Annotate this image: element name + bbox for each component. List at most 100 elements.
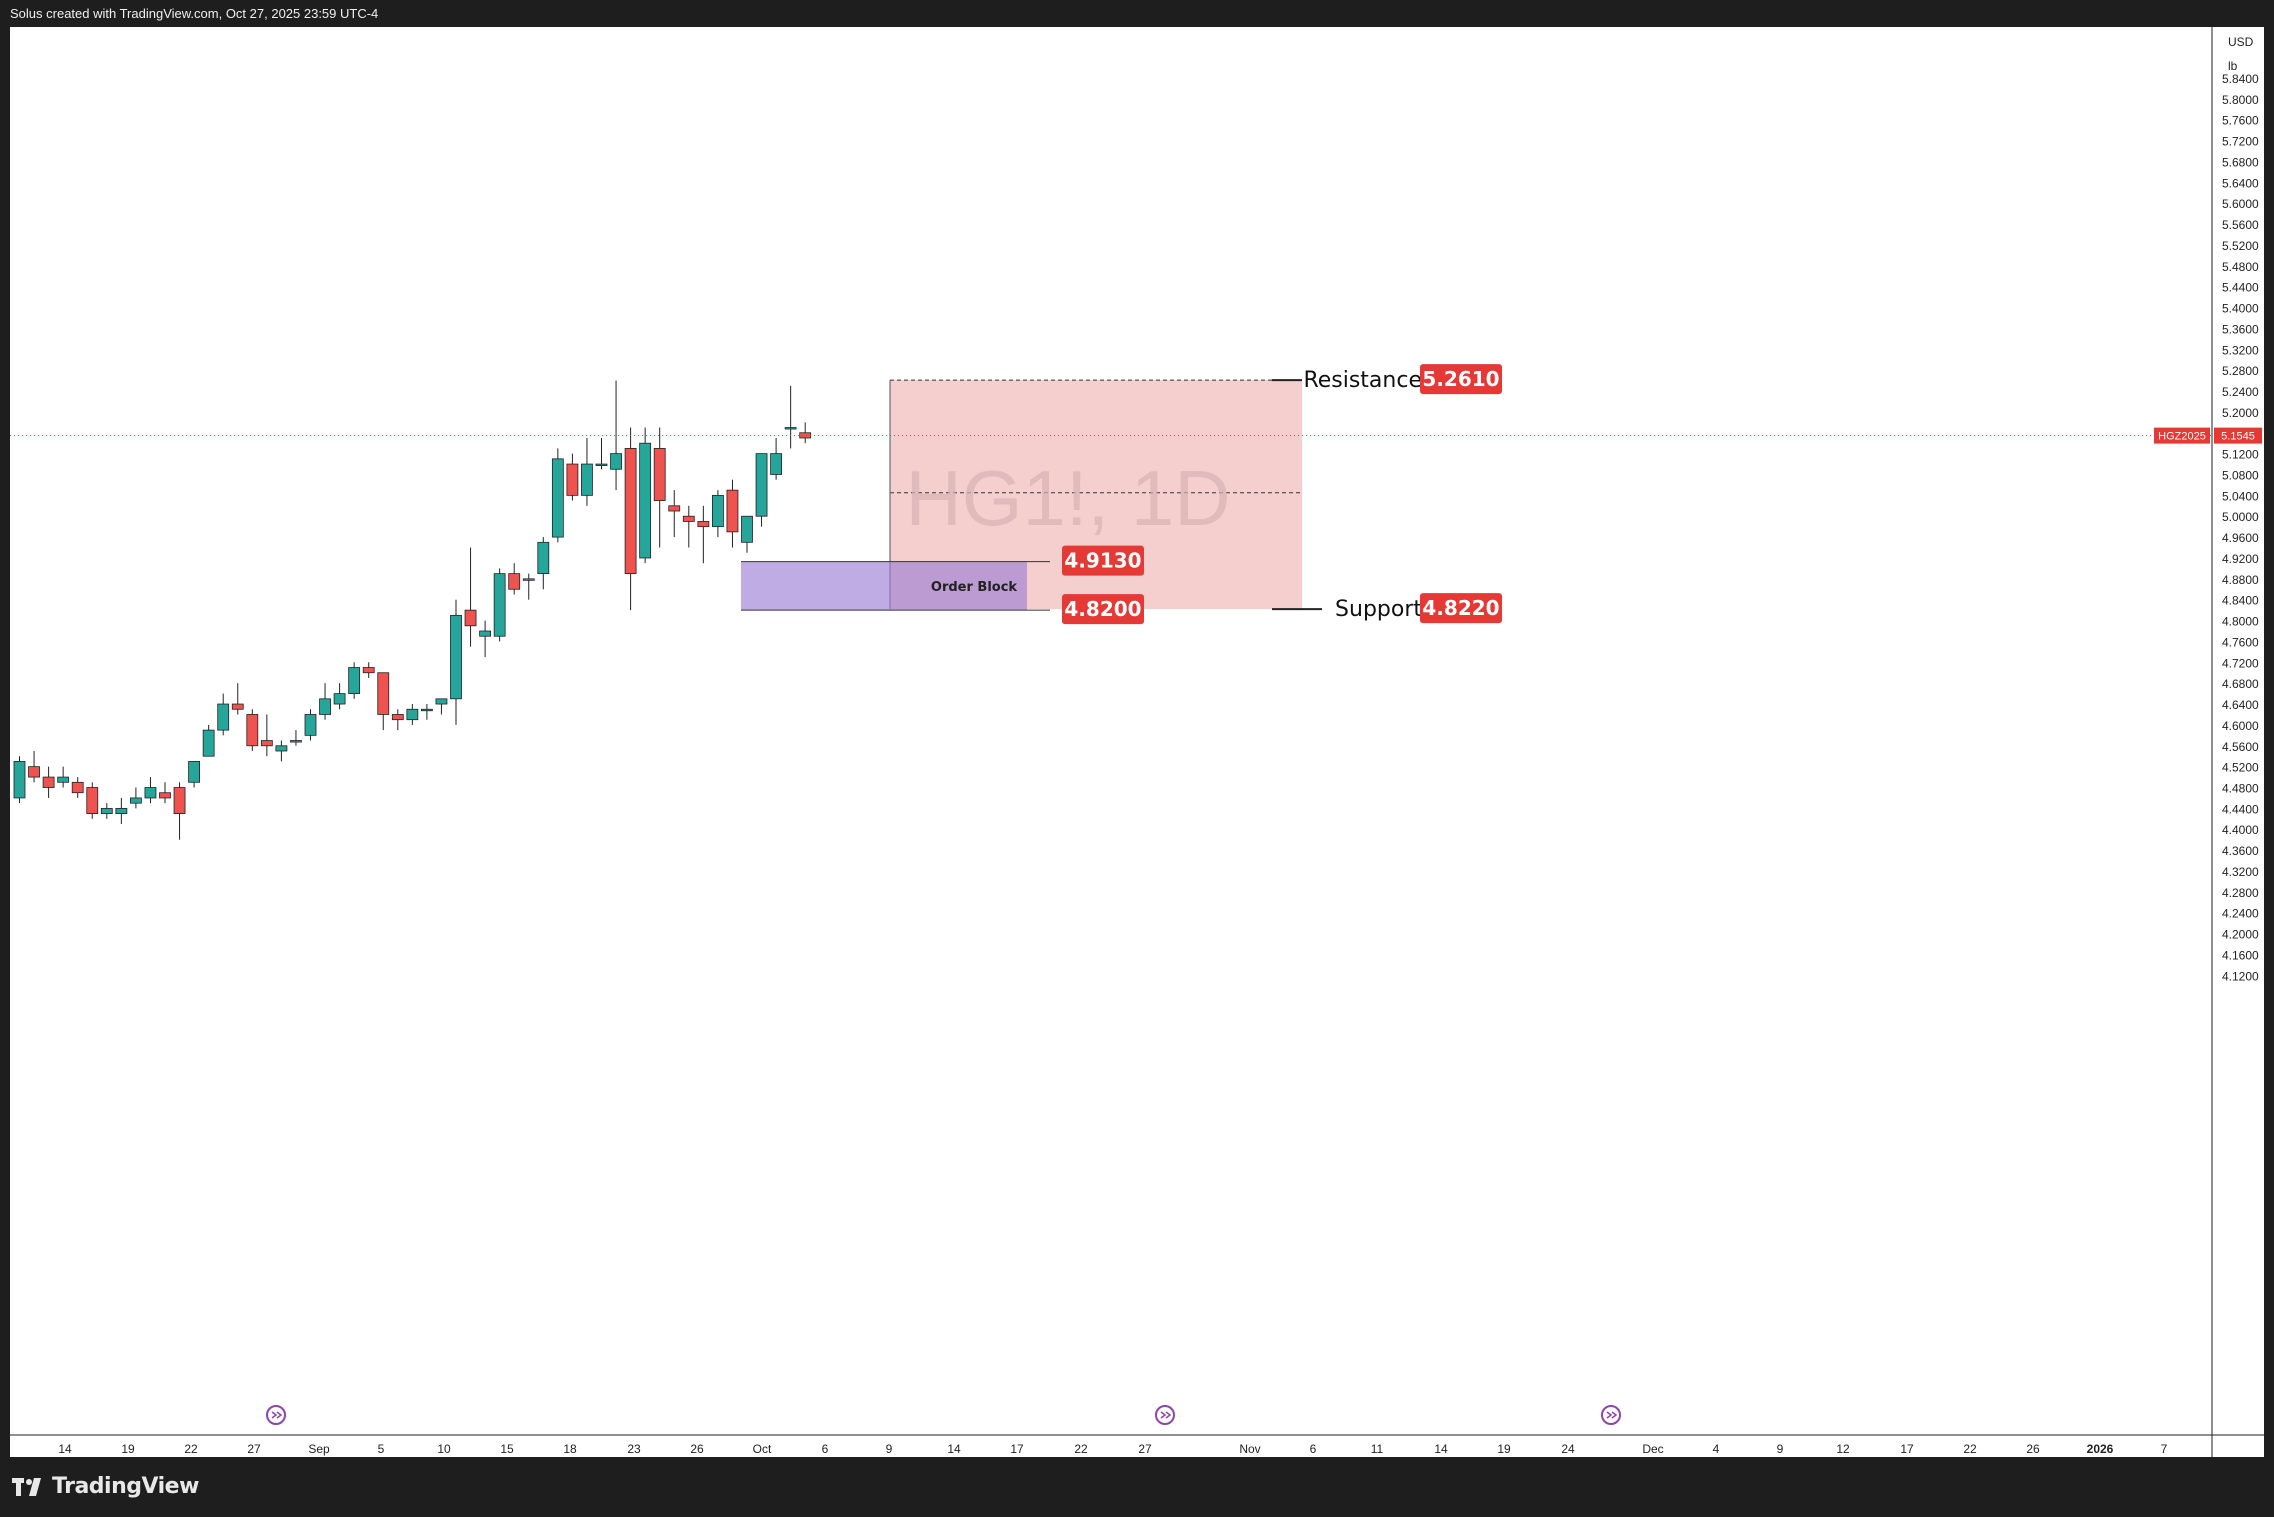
chart-area[interactable]: HG1!, 1D Resistance 5.2610 Support 4.8220 4.… [10,27,2264,1457]
candle[interactable] [86,782,99,819]
time-tick-label: 27 [1138,1442,1152,1456]
candle[interactable] [173,782,186,840]
candle[interactable] [508,563,521,595]
candle[interactable] [668,490,681,538]
earnings-event-icon[interactable] [1155,1405,1175,1425]
candle[interactable] [682,505,695,548]
candle[interactable] [144,777,157,804]
candle[interactable] [159,782,171,804]
candle[interactable] [712,490,724,538]
candle[interactable] [275,740,288,762]
candle[interactable] [377,672,390,731]
candle[interactable] [260,714,273,757]
price-tick-label: 5.4800 [2222,260,2259,274]
time-tick-label: Dec [1642,1442,1663,1456]
order-block-label: Order Block [931,580,1018,595]
candle[interactable] [100,803,113,819]
candle[interactable] [130,787,142,809]
time-tick-label: 7 [2161,1442,2168,1456]
price-tick-label: 4.6800 [2222,677,2259,691]
support-value: 4.8220 [1422,596,1499,620]
candle[interactable] [537,537,550,590]
candle-body [159,792,171,799]
time-tick-label: 6 [1310,1442,1317,1456]
candle[interactable] [653,427,666,548]
candle[interactable] [624,427,637,611]
candle[interactable] [290,730,302,746]
candle[interactable] [319,683,331,720]
symbol-tag[interactable]: HGZ2025 [2158,431,2206,443]
candle[interactable] [115,797,128,825]
time-tick-label: Oct [753,1442,772,1456]
candle[interactable] [784,385,797,449]
time-tick-label: 26 [690,1442,704,1456]
candle[interactable] [581,437,593,506]
candle[interactable] [697,505,710,564]
candle[interactable] [566,453,579,501]
candle[interactable] [333,683,346,710]
candle[interactable] [406,704,419,725]
candle[interactable] [799,422,812,444]
last-price-tag[interactable]: 5.1545 [2221,431,2255,443]
dividend-event-icon[interactable] [1601,1405,1621,1425]
unit-label: lb [2228,59,2238,73]
candle[interactable] [551,448,564,543]
candle[interactable] [246,709,259,751]
order-block-zone[interactable] [741,561,1027,611]
candle[interactable] [770,437,782,480]
candle[interactable] [71,777,84,798]
candle-body [130,797,142,804]
candle[interactable] [188,761,201,788]
candle[interactable] [391,709,404,731]
candle[interactable] [595,437,608,470]
candle[interactable] [479,620,492,658]
candle-body [13,761,26,799]
candle-body [726,489,739,533]
time-tick-label: Sep [308,1442,330,1456]
candle-body [551,458,564,538]
chart-svg[interactable]: HG1!, 1D Resistance 5.2610 Support 4.8220 4.… [10,27,2264,1457]
candle[interactable] [610,380,622,491]
price-tick-label: 5.7600 [2222,114,2259,128]
candle[interactable] [420,704,433,720]
candle-body [770,453,782,475]
candle[interactable] [304,709,317,741]
price-tick-label: 4.5200 [2222,761,2259,775]
candle-body [566,463,579,496]
candle[interactable] [362,662,375,678]
dividend-event-icon[interactable] [266,1405,286,1425]
candle-body [231,703,244,710]
candle[interactable] [755,453,768,527]
candle-body [173,787,186,814]
footer-bar [0,1457,2274,1517]
candle[interactable] [13,756,26,804]
candle-body [639,442,652,559]
candle[interactable] [57,766,70,788]
candle[interactable] [202,724,215,757]
candle[interactable] [741,515,753,553]
time-tick-label: 9 [1777,1442,1784,1456]
candle[interactable] [522,573,535,600]
candle[interactable] [217,693,230,736]
candle[interactable] [42,766,55,798]
candle[interactable] [231,683,244,715]
time-tick-label: 17 [1900,1442,1914,1456]
candle[interactable] [493,568,506,642]
price-tick-label: 4.8800 [2222,573,2259,587]
time-tick-label: 14 [1434,1442,1448,1456]
candle-body [624,448,637,575]
candle[interactable] [464,547,477,647]
price-tick-label: 4.6400 [2222,698,2259,712]
candle[interactable] [726,479,739,548]
tradingview-logo[interactable]: TradingView [12,1474,199,1499]
candle[interactable] [435,698,448,715]
candle-body [260,740,273,747]
price-tick-label: 4.2400 [2222,907,2259,921]
time-tick-label: 15 [500,1442,514,1456]
price-tick-label: 4.4400 [2222,802,2259,816]
candle[interactable] [450,599,462,725]
candle[interactable] [348,662,361,699]
candle[interactable] [28,750,40,783]
candle[interactable] [639,427,652,564]
time-tick-label: 2026 [2087,1442,2114,1456]
